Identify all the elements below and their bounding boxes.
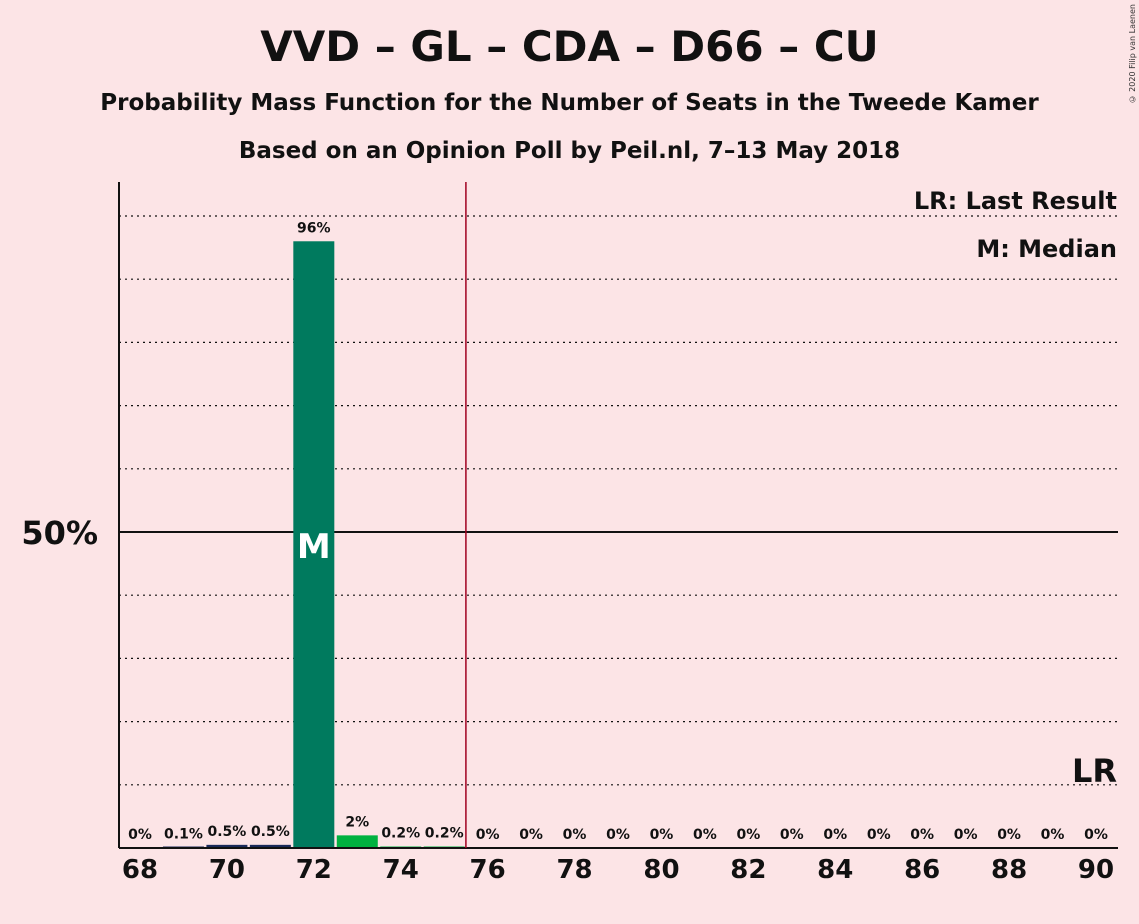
bar-label-88: 0% [997, 827, 1021, 843]
last-result-marker: LR [1072, 752, 1117, 790]
x-axis-ticks: 68 70 72 74 76 78 80 82 84 86 88 90 [122, 855, 1114, 885]
chart-source: Based on an Opinion Poll by Peil.nl, 7–1… [238, 138, 901, 164]
legend-last-result: LR: Last Result [914, 187, 1117, 215]
bar-label-85: 0% [867, 827, 891, 843]
x-tick-88: 88 [991, 855, 1027, 885]
chart-title: VVD – GL – CDA – D66 – CU [260, 22, 879, 71]
bar-label-78: 0% [563, 827, 587, 843]
bar-label-90: 0% [1084, 827, 1108, 843]
bar-label-82: 0% [736, 827, 760, 843]
y-tick-label-50: 50% [21, 514, 98, 552]
bars [162, 241, 465, 848]
bar-label-86: 0% [910, 827, 934, 843]
x-tick-70: 70 [209, 855, 245, 885]
x-tick-76: 76 [470, 855, 506, 885]
bar-label-89: 0% [1041, 827, 1065, 843]
bar-label-71: 0.5% [251, 824, 290, 840]
bar-label-69: 0.1% [164, 826, 203, 842]
x-tick-78: 78 [556, 855, 592, 885]
bar-label-75: 0.2% [425, 826, 464, 842]
x-tick-90: 90 [1078, 855, 1114, 885]
legend-median: M: Median [976, 235, 1117, 263]
bar-label-73: 2% [345, 814, 369, 830]
bar-label-74: 0.2% [381, 826, 420, 842]
bar-label-87: 0% [954, 827, 978, 843]
x-tick-74: 74 [383, 855, 419, 885]
median-marker: M [297, 527, 331, 567]
bar-label-77: 0% [519, 827, 543, 843]
bar-73 [336, 835, 378, 848]
x-tick-82: 82 [730, 855, 766, 885]
bar-71 [249, 844, 291, 848]
bar-label-83: 0% [780, 827, 804, 843]
bar-label-70: 0.5% [207, 824, 246, 840]
x-tick-72: 72 [296, 855, 332, 885]
chart-subtitle: Probability Mass Function for the Number… [100, 90, 1039, 116]
bar-label-84: 0% [823, 827, 847, 843]
bar-label-76: 0% [476, 827, 500, 843]
x-tick-86: 86 [904, 855, 940, 885]
bar-label-81: 0% [693, 827, 717, 843]
bar-70 [206, 844, 248, 848]
bar-label-68: 0% [128, 827, 152, 843]
bar-label-80: 0% [650, 827, 674, 843]
bar-72 [293, 241, 335, 848]
grid-lines [119, 215, 1118, 786]
x-tick-80: 80 [643, 855, 679, 885]
x-tick-84: 84 [817, 855, 853, 885]
bar-label-72: 96% [297, 220, 331, 236]
x-tick-68: 68 [122, 855, 158, 885]
bar-value-labels: 0% 0.1% 0.5% 0.5%96%M2%0.2% 0.2% 0% 0% 0% 0% 0% 0%… [128, 220, 1108, 843]
bar-label-79: 0% [606, 827, 630, 843]
